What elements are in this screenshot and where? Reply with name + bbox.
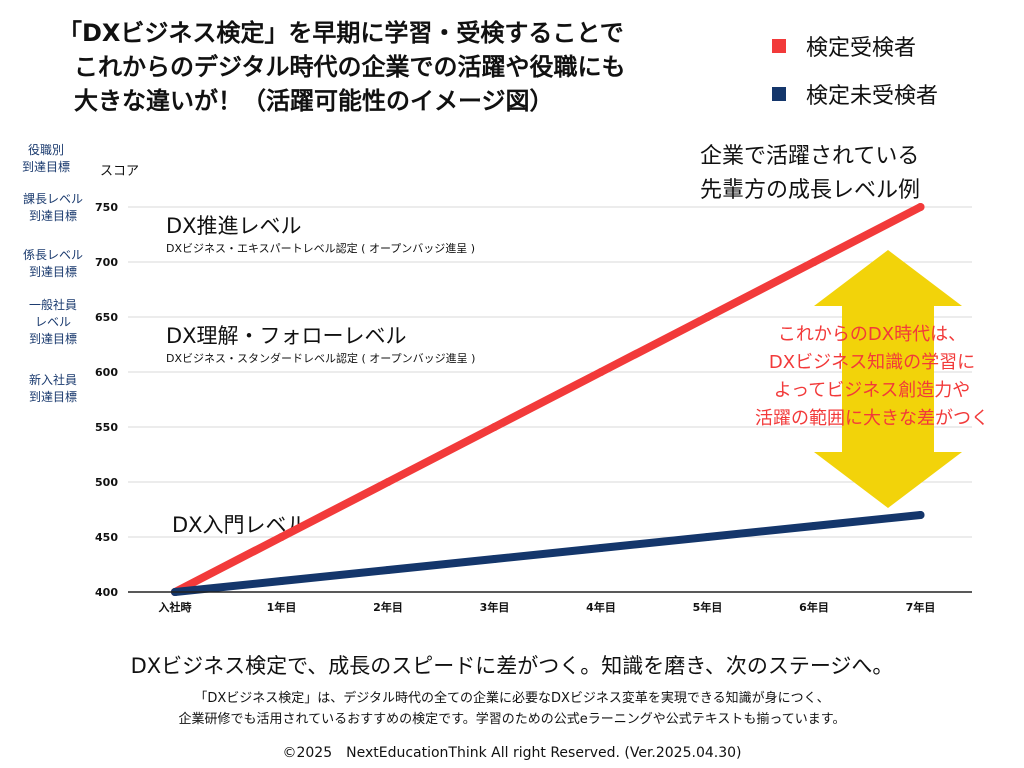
x-tick-label: 1年目 [267,600,297,614]
role-label-line: 到達目標 [28,209,77,223]
x-tick-label: 5年目 [693,600,723,614]
y-tick-label: 750 [95,201,118,214]
role-label-line: 課長レベル [22,192,83,206]
title-line-3: 大きな違いが！（活躍可能性のイメージ図） [74,87,554,115]
arrow-text-line: これからのDX時代は、 [778,324,966,345]
legend-swatch-navy [772,87,786,101]
data-point [810,522,818,530]
role-label-manager: 課長レベル 到達目標 [14,191,92,225]
x-tick-label: 入社時 [159,600,192,614]
legend-swatch-red [772,39,786,53]
data-point [916,511,925,519]
role-label-line: 到達目標 [28,332,77,346]
x-tick-label: 7年目 [906,600,936,614]
y-tick-label: 400 [95,586,118,599]
legend-label: 検定受検者 [806,36,917,61]
chart-title: 「DXビジネス検定」を早期に学習・受検することで これからのデジタル時代の企業で… [58,16,738,118]
x-tick-label: 4年目 [586,600,616,614]
data-point [384,566,392,574]
y-tick-label: 650 [95,311,118,324]
level-annotation-sub: DXビジネス・スタンダードレベル認定 ( オープンバッジ進呈 ) [166,351,475,365]
level-annotation-sub: DXビジネス・エキスパートレベル認定 ( オープンバッジ進呈 ) [166,241,475,255]
role-axis-header: 役職別 到達目標 [12,142,80,176]
data-point [277,533,286,541]
role-label-line: レベル [34,315,71,329]
difference-arrow [814,250,962,508]
role-header-line: 役職別 [27,143,64,157]
legend-item-untested: 検定未受検者 [772,78,938,110]
legend-item-tested: 検定受検者 [772,30,938,62]
role-label-staff: 一般社員 レベル 到達目標 [14,297,92,348]
x-tick-label: 2年目 [373,600,403,614]
copyright-text: ©2025 NextEducationThink All right Reser… [282,745,742,761]
footer-description-line: 「DXビジネス検定」は、デジタル時代の全ての企業に必要なDXビジネス変革を実現で… [194,691,830,706]
role-label-newhire: 新入社員 到達目標 [14,372,92,406]
y-tick-label: 700 [95,256,118,269]
score-axis-header: スコア [100,164,140,179]
data-point [810,258,818,266]
role-label-line: 一般社員 [28,298,77,312]
example-line: 先輩方の成長レベル例 [700,178,921,203]
title-line-2: これからのデジタル時代の企業での活躍や役職にも [74,53,626,81]
role-label-line: 到達目標 [28,265,77,279]
x-tick-label: 6年目 [799,600,829,614]
role-label-chief: 係長レベル 到達目標 [14,247,92,281]
growth-example-label: 企業で活躍されている 先輩方の成長レベル例 [700,140,920,208]
example-line: 企業で活躍されている [700,144,920,169]
data-point [490,423,499,431]
series-line-untested [171,511,925,596]
arrow-text-line: 活躍の範囲に大きな差がつく [755,408,989,429]
data-point [597,544,605,552]
level-annotation-title: DX推進レベル [166,214,302,238]
footer-description-line: 企業研修でも活用されているおすすめの検定です。学習のための公式eラーニングや公式… [178,712,846,727]
role-label-line: 到達目標 [28,390,77,404]
data-point [384,478,392,486]
x-tick-label: 3年目 [480,600,510,614]
data-point [597,368,605,376]
footer-description: 「DXビジネス検定」は、デジタル時代の全ての企業に必要なDXビジネス変革を実現で… [0,688,1024,730]
role-header-line: 到達目標 [21,160,70,174]
data-point [916,203,925,211]
data-point [277,577,286,585]
y-tick-label: 600 [95,366,118,379]
footer-headline: DXビジネス検定で、成長のスピードに差がつく。知識を磨き、次のステージへ。 [130,654,894,678]
arrow-text-line: よってビジネス創造力や [774,380,971,401]
role-label-line: 係長レベル [22,248,83,262]
data-point [490,555,499,563]
arrow-text-line: DXビジネス知識の学習に [769,352,975,373]
chart-legend: 検定受検者 検定未受検者 [772,30,938,126]
series-line-tested [171,203,925,596]
y-tick-label: 550 [95,421,118,434]
data-point [703,313,712,321]
legend-label: 検定未受検者 [806,84,939,109]
data-point [703,533,712,541]
level-annotation-title: DX理解・フォローレベル [166,324,407,348]
title-line-1: 「DXビジネス検定」を早期に学習・受検することで [58,19,624,47]
y-tick-label: 450 [95,531,118,544]
role-label-line: 新入社員 [28,373,77,387]
y-tick-label: 500 [95,476,118,489]
